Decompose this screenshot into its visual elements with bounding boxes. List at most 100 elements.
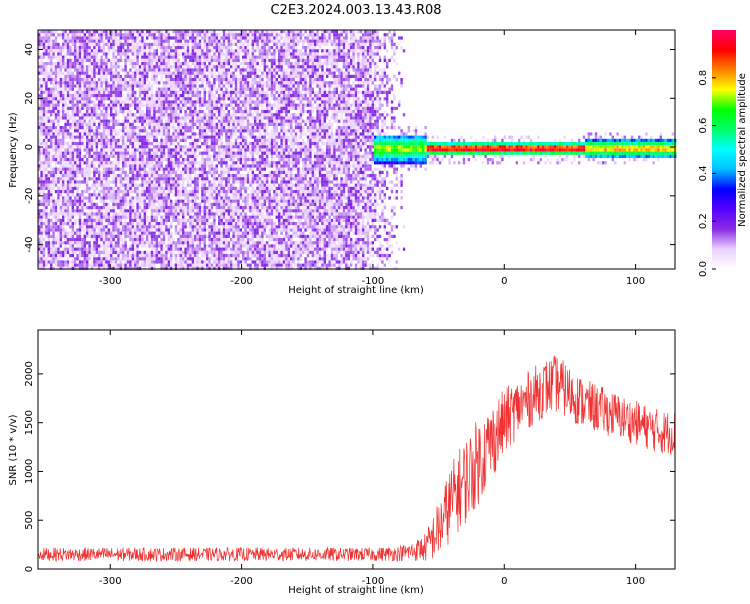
heatmap-cell [162,193,166,197]
heatmap-cell [107,231,110,235]
heatmap-cell [38,142,41,146]
heatmap-cell [124,228,127,232]
heatmap-cell [218,260,221,264]
heatmap-cell [98,206,101,210]
heatmap-cell [210,247,214,251]
heatmap-cell [158,193,161,197]
heatmap-cell [81,62,84,66]
heatmap-cell [203,234,206,238]
heatmap-cell [107,193,110,197]
heatmap-cell [141,97,144,101]
heatmap-cell [186,266,190,270]
heatmap-cell [102,110,106,114]
heatmap-cell [71,151,74,155]
heatmap-cell [126,113,130,117]
heatmap-cell [158,94,161,98]
heatmap-cell [54,55,58,59]
heatmap-cell [153,174,156,178]
heatmap-cell [170,138,173,142]
heatmap-cell [146,158,149,162]
heatmap-cell [141,138,144,142]
heatmap-cell [141,84,144,88]
heatmap-cell [105,65,108,69]
heatmap-cell [208,110,211,114]
heatmap-cell [40,161,43,165]
heatmap-cell [160,62,163,66]
heatmap-cell [158,46,161,50]
heatmap-cell [57,215,60,219]
heatmap-cell [124,247,127,251]
heatmap-cell [52,110,55,114]
heatmap-cell [78,222,82,226]
heatmap-cell [66,222,70,226]
heatmap-cell [208,154,211,158]
heatmap-cell [83,222,86,226]
heatmap-cell [102,132,106,136]
heatmap-cell [203,116,206,120]
heatmap-cell [102,33,106,37]
heatmap-cell [71,186,74,190]
heatmap-cell [93,36,96,40]
heatmap-cell [148,84,151,88]
heatmap-cell [167,177,170,181]
heatmap-cell [131,103,134,107]
heatmap-cell [184,222,187,226]
heatmap-cell [90,145,94,149]
heatmap-cell [155,241,158,245]
heatmap-cell [62,164,65,168]
heatmap-cell [134,132,137,136]
heatmap-cell [155,39,158,43]
heatmap-cell [93,39,96,43]
heatmap-cell [160,46,163,50]
heatmap-cell [40,39,43,43]
heatmap-cell [64,81,67,85]
heatmap-cell [172,202,175,206]
heatmap-cell [153,167,156,171]
heatmap-cell [131,74,134,78]
heatmap-cell [110,180,113,184]
heatmap-cell [146,62,149,66]
heatmap-cell [117,110,120,114]
heatmap-cell [90,33,94,37]
heatmap-cell [50,218,53,222]
heatmap-cell [74,250,77,254]
heatmap-cell [86,52,89,56]
heatmap-cell [208,238,211,242]
heatmap-cell [196,218,199,222]
heatmap-cell [155,250,158,254]
heatmap-cell [203,158,206,162]
heatmap-cell [174,49,178,53]
heatmap-cell [66,126,70,130]
heatmap-cell [107,266,110,270]
heatmap-cell [165,218,168,222]
heatmap-cell [218,135,221,139]
heatmap-cell [194,84,197,88]
heatmap-cell [138,183,142,187]
heatmap-cell [220,106,223,110]
heatmap-cell [50,263,53,267]
heatmap-cell [119,215,122,219]
heatmap-cell [155,68,158,72]
heatmap-cell [160,196,163,200]
heatmap-cell [83,42,86,46]
heatmap-cell [179,39,182,43]
heatmap-cell [138,65,142,69]
heatmap-cell [71,132,74,136]
heatmap-cell [119,65,122,69]
heatmap-cell [213,199,216,203]
heatmap-cell [148,151,151,155]
heatmap-cell [38,122,41,126]
heatmap-cell [42,46,46,50]
heatmap-cell [182,132,185,136]
heatmap-cell [196,202,199,206]
heatmap-cell [208,266,211,270]
heatmap-cell [177,129,180,133]
heatmap-cell [150,71,154,75]
heatmap-cell [59,49,62,53]
heatmap-cell [213,113,216,117]
heatmap-cell [213,190,216,194]
heatmap-cell [57,90,60,94]
heatmap-cell [220,174,223,178]
heatmap-cell [124,231,127,235]
heatmap-cell [134,55,137,59]
